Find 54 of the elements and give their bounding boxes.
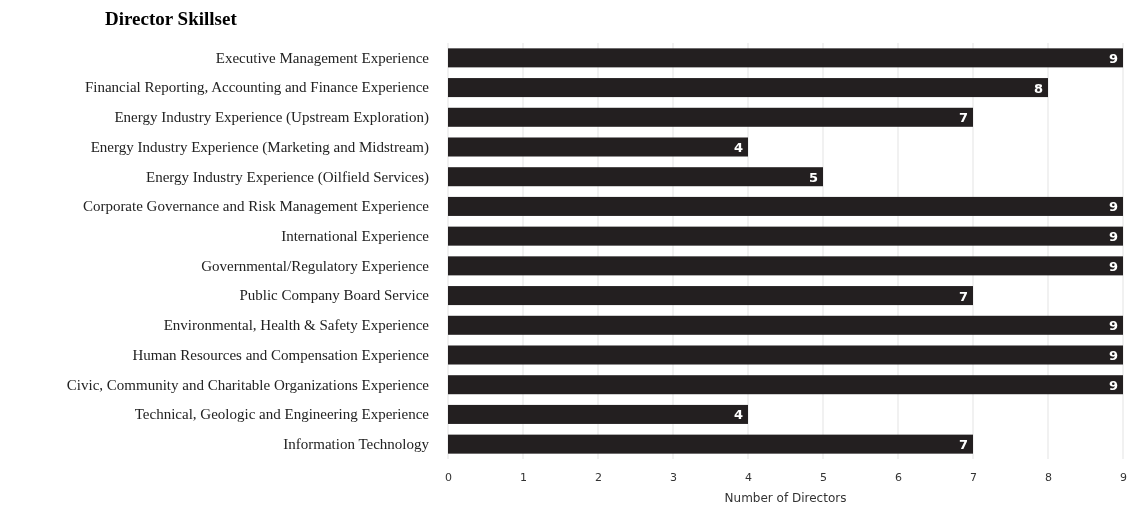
data-label: 9 <box>1108 318 1118 334</box>
bar <box>448 404 748 424</box>
y-tick-label: International Experience <box>281 227 430 244</box>
data-label: 7 <box>958 110 968 126</box>
data-label: 9 <box>1108 348 1118 363</box>
x-tick-label: 3 <box>670 470 677 484</box>
x-axis-title: Number of Directors <box>724 491 847 505</box>
bar <box>448 315 1123 335</box>
y-tick-label: Financial Reporting, Accounting and Finance Experience <box>84 79 430 96</box>
x-tick-label: 2 <box>595 470 602 484</box>
y-tick-label: Energy Industry Experience (Upstream Exploration) <box>114 109 429 127</box>
x-tick-label: 9 <box>1120 470 1127 484</box>
bar <box>448 167 823 187</box>
y-tick-label: Energy Industry Experience (Oilfield Services) <box>146 168 429 186</box>
y-tick-label: Energy Industry Experience (Marketing and Midstream) <box>90 138 429 156</box>
data-label: 5 <box>808 169 818 185</box>
bar <box>448 345 1123 365</box>
y-tick-label: Civic, Community and Charitable Organizations Experience <box>66 376 430 393</box>
x-tick-label: 6 <box>895 470 902 484</box>
y-tick-label: Information Technology <box>283 435 430 452</box>
data-label: 9 <box>1108 229 1118 245</box>
data-label: 8 <box>1033 80 1043 96</box>
data-label: 9 <box>1108 377 1118 393</box>
y-tick-label: Executive Management Experience <box>215 49 430 66</box>
x-tick-label: 1 <box>520 470 527 484</box>
y-tick-label: Environmental, Health & Safety Experience <box>163 317 430 334</box>
data-label: 7 <box>958 437 968 453</box>
data-label: 9 <box>1108 199 1118 215</box>
bar <box>448 107 973 127</box>
x-tick-label: 8 <box>1045 470 1052 484</box>
bar <box>448 286 973 306</box>
data-label: 7 <box>958 288 968 304</box>
x-tick-label: 5 <box>820 470 827 484</box>
bar <box>448 256 1123 276</box>
bar <box>448 226 1123 246</box>
bar <box>448 375 1123 395</box>
data-label: 4 <box>733 407 743 423</box>
bar <box>448 48 1123 68</box>
data-label: 9 <box>1108 50 1118 66</box>
y-tick-label: Governmental/Regulatory Experience <box>201 257 430 274</box>
y-tick-label: Human Resources and Compensation Experience <box>132 346 430 363</box>
y-tick-label: Corporate Governance and Risk Management Experience <box>82 198 430 215</box>
bar <box>448 78 1048 98</box>
bar <box>448 434 973 454</box>
x-tick-label: 7 <box>970 470 977 484</box>
y-tick-label: Public Company Board Service <box>239 287 430 304</box>
x-tick-label: 4 <box>745 470 752 484</box>
bar <box>448 196 1123 216</box>
bar <box>448 137 748 157</box>
x-tick-label: 0 <box>445 470 452 484</box>
text: Director Skillset <box>105 8 238 29</box>
data-label: 9 <box>1108 258 1118 274</box>
data-label: 4 <box>733 140 743 155</box>
y-tick-label: Technical, Geologic and Engineering Experience <box>134 406 430 423</box>
